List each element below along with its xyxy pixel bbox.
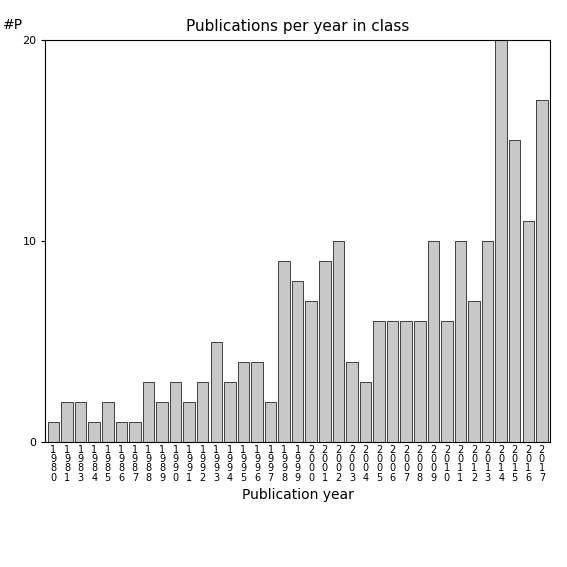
Bar [387, 321, 399, 442]
Bar [278, 261, 290, 442]
Bar [129, 422, 141, 442]
Bar [292, 281, 303, 442]
Bar [88, 422, 100, 442]
Bar [143, 382, 154, 442]
Bar [61, 402, 73, 442]
Bar [170, 382, 181, 442]
Bar [251, 362, 263, 442]
Bar [319, 261, 331, 442]
Bar [482, 241, 493, 442]
Bar [441, 321, 452, 442]
Bar [400, 321, 412, 442]
X-axis label: Publication year: Publication year [242, 488, 354, 502]
Bar [509, 141, 521, 442]
Bar [210, 341, 222, 442]
Bar [156, 402, 168, 442]
Bar [346, 362, 358, 442]
Bar [455, 241, 466, 442]
Bar [102, 402, 113, 442]
Bar [428, 241, 439, 442]
Bar [359, 382, 371, 442]
Bar [48, 422, 60, 442]
Bar [523, 221, 534, 442]
Bar [197, 382, 209, 442]
Bar [468, 302, 480, 442]
Bar [496, 40, 507, 442]
Bar [116, 422, 127, 442]
Bar [536, 100, 548, 442]
Bar [373, 321, 385, 442]
Bar [224, 382, 236, 442]
Title: Publications per year in class: Publications per year in class [186, 19, 409, 35]
Bar [333, 241, 344, 442]
Bar [306, 302, 317, 442]
Y-axis label: #P: #P [2, 18, 23, 32]
Bar [414, 321, 425, 442]
Bar [265, 402, 276, 442]
Bar [75, 402, 86, 442]
Bar [183, 402, 195, 442]
Bar [238, 362, 249, 442]
